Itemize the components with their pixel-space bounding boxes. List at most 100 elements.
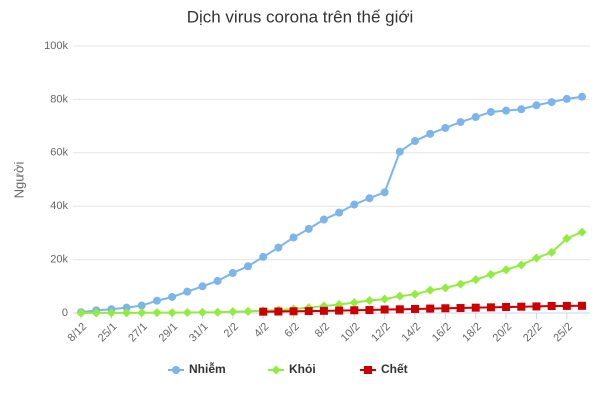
data-point	[349, 298, 359, 308]
data-point	[168, 292, 177, 301]
data-point	[486, 270, 496, 280]
data-point	[517, 105, 526, 114]
x-tick-label: 22/2	[521, 321, 545, 345]
data-point	[516, 260, 526, 270]
data-point	[335, 208, 344, 217]
data-point	[243, 306, 253, 316]
data-point	[547, 302, 556, 311]
legend-label: Khỏi	[289, 362, 316, 376]
data-point	[562, 301, 571, 310]
data-point	[471, 113, 480, 122]
data-point	[486, 107, 495, 116]
x-tick-label: 25/1	[96, 321, 120, 345]
data-point	[152, 308, 162, 318]
data-point	[274, 307, 283, 316]
chart-title: Dịch virus corona trên thế giới	[187, 7, 414, 26]
data-point	[456, 118, 465, 127]
legend-item: Khỏi	[268, 362, 316, 376]
x-tick-label: 8/12	[66, 321, 90, 345]
data-point	[562, 94, 571, 103]
x-tick-label: 6/2	[282, 321, 301, 340]
data-point	[259, 307, 268, 316]
x-tick-label: 12/2	[369, 321, 393, 345]
data-point	[122, 308, 132, 318]
x-tick-label: 31/1	[187, 321, 211, 345]
data-point	[350, 200, 359, 209]
data-point	[152, 296, 161, 305]
x-tick-label: 20/2	[491, 321, 515, 345]
x-tick-label: 14/2	[400, 321, 424, 345]
data-point	[167, 308, 177, 318]
data-point	[244, 262, 252, 271]
data-point	[411, 137, 419, 146]
legend-marker	[364, 366, 372, 374]
data-point	[259, 252, 268, 261]
data-point	[365, 194, 374, 203]
data-point	[228, 307, 238, 317]
x-tick-label: 29/1	[157, 321, 181, 345]
x-tick-label: 16/2	[430, 321, 454, 345]
data-point	[547, 247, 557, 257]
data-point	[547, 98, 556, 107]
legend-marker	[271, 365, 281, 375]
data-point	[471, 275, 481, 285]
data-point	[137, 301, 146, 310]
data-point	[440, 283, 450, 293]
data-point	[486, 303, 495, 312]
data-point	[183, 287, 192, 296]
data-point	[426, 129, 435, 138]
legend-label: Chết	[381, 362, 408, 376]
data-point	[304, 307, 313, 316]
data-point	[335, 306, 344, 315]
data-point	[137, 308, 147, 318]
series-line	[80, 231, 583, 314]
data-point	[182, 307, 192, 317]
data-point	[425, 285, 435, 295]
data-point	[365, 306, 374, 315]
legend-label: Nhiễm	[189, 361, 226, 376]
data-point	[289, 233, 298, 242]
y-tick-label: 80k	[50, 93, 68, 105]
x-tick-label: 27/1	[126, 321, 150, 345]
x-tick-label: 8/2	[313, 321, 332, 340]
legend-item: Chết	[360, 362, 408, 376]
data-point	[380, 188, 389, 197]
y-tick-label: 20k	[50, 254, 68, 266]
data-point	[562, 234, 572, 244]
data-point	[577, 227, 587, 237]
series-line	[263, 304, 583, 313]
data-point	[501, 265, 511, 275]
data-point	[395, 291, 405, 301]
data-point	[91, 308, 101, 318]
data-point	[319, 306, 328, 315]
x-tick-label: 10/2	[339, 321, 363, 345]
data-point	[471, 303, 480, 312]
data-point	[531, 253, 541, 263]
data-point	[426, 304, 435, 313]
data-point	[380, 294, 390, 304]
legend-item: Nhiễm	[168, 361, 226, 376]
data-point	[578, 92, 586, 101]
data-point	[364, 295, 374, 305]
data-point	[456, 279, 466, 289]
data-point	[532, 302, 541, 311]
data-point	[122, 303, 131, 312]
x-tick-label: 18/2	[460, 321, 484, 345]
data-point	[456, 304, 465, 313]
y-tick-label: 40k	[50, 200, 68, 212]
data-point	[502, 106, 511, 115]
data-point	[441, 123, 450, 132]
data-point	[76, 308, 86, 318]
data-point	[106, 308, 116, 318]
data-point	[517, 302, 526, 311]
data-point	[532, 101, 541, 110]
legend-marker	[172, 366, 180, 374]
x-tick-label: 25/2	[551, 321, 575, 345]
data-point	[274, 243, 283, 252]
data-point	[578, 301, 586, 310]
data-point	[350, 306, 359, 315]
data-point	[213, 307, 223, 317]
data-point	[410, 289, 420, 299]
data-point	[395, 147, 404, 156]
